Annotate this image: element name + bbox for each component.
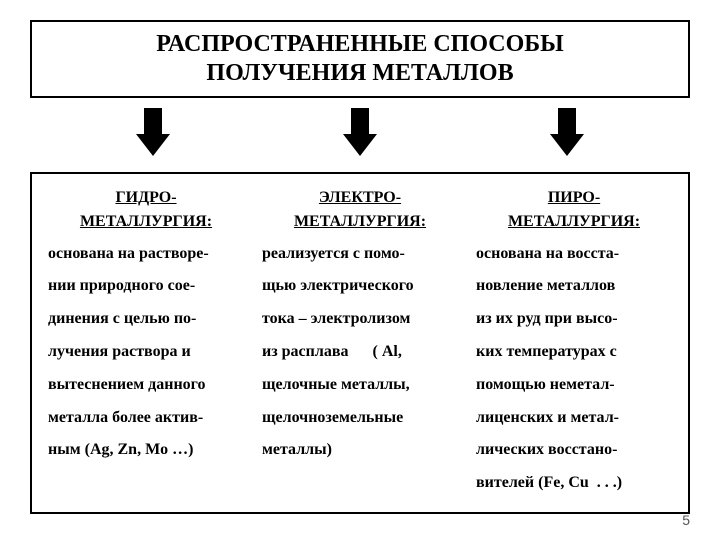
body-line: лиценских и метал-	[476, 402, 672, 435]
column-hydro: ГИДРО- МЕТАЛЛУРГИЯ: основана на растворе…	[48, 186, 244, 500]
body-line: щелочные металлы,	[262, 369, 458, 402]
body-line: нии природного сое-	[48, 270, 244, 303]
arrow-down-icon	[343, 108, 377, 158]
heading-line2: МЕТАЛЛУРГИЯ:	[80, 213, 212, 230]
body-line: металлы)	[262, 434, 458, 467]
body-line: щью электрического	[262, 270, 458, 303]
column-heading: ЭЛЕКТРО- МЕТАЛЛУРГИЯ:	[262, 186, 458, 234]
body-line: из их руд при высо-	[476, 303, 672, 336]
column-heading: ГИДРО- МЕТАЛЛУРГИЯ:	[48, 186, 244, 234]
arrow-down-icon	[550, 108, 584, 158]
body-line: основана на восста-	[476, 238, 672, 271]
body-line: основана на растворе-	[48, 238, 244, 271]
body-line: лучения раствора и	[48, 336, 244, 369]
body-line: ких температурах с	[476, 336, 672, 369]
body-line: вытеснением данного	[48, 369, 244, 402]
columns-box: ГИДРО- МЕТАЛЛУРГИЯ: основана на растворе…	[30, 172, 690, 514]
page-number: 5	[682, 512, 690, 528]
body-line: реализуется с помо-	[262, 238, 458, 271]
arrows-row	[50, 108, 670, 158]
body-line: новление металлов	[476, 270, 672, 303]
column-pyro: ПИРО- МЕТАЛЛУРГИЯ: основана на восста- н…	[476, 186, 672, 500]
heading-line1: ГИДРО-	[115, 189, 176, 206]
body-line: из расплава ( Al,	[262, 336, 458, 369]
heading-line1: ПИРО-	[548, 189, 600, 206]
title-line1: РАСПРОСТРАНЕННЫЕ СПОСОБЫ	[42, 30, 678, 59]
column-heading: ПИРО- МЕТАЛЛУРГИЯ:	[476, 186, 672, 234]
title-box: РАСПРОСТРАНЕННЫЕ СПОСОБЫ ПОЛУЧЕНИЯ МЕТАЛ…	[30, 20, 690, 98]
column-electro: ЭЛЕКТРО- МЕТАЛЛУРГИЯ: реализуется с помо…	[262, 186, 458, 500]
body-line: динения с целью по-	[48, 303, 244, 336]
body-line: ным (Ag, Zn, Mo …)	[48, 434, 244, 467]
body-line: лических восстано-	[476, 434, 672, 467]
body-line: вителей (Fe, Cu . . .)	[476, 467, 672, 500]
body-line: тока – электролизом	[262, 303, 458, 336]
arrow-down-icon	[136, 108, 170, 158]
heading-line2: МЕТАЛЛУРГИЯ:	[294, 213, 426, 230]
heading-line2: МЕТАЛЛУРГИЯ:	[508, 213, 640, 230]
body-line: щелочноземельные	[262, 402, 458, 435]
title-line2: ПОЛУЧЕНИЯ МЕТАЛЛОВ	[42, 59, 678, 88]
heading-line1: ЭЛЕКТРО-	[319, 189, 401, 206]
body-line: металла более актив-	[48, 402, 244, 435]
body-line: помощью неметал-	[476, 369, 672, 402]
